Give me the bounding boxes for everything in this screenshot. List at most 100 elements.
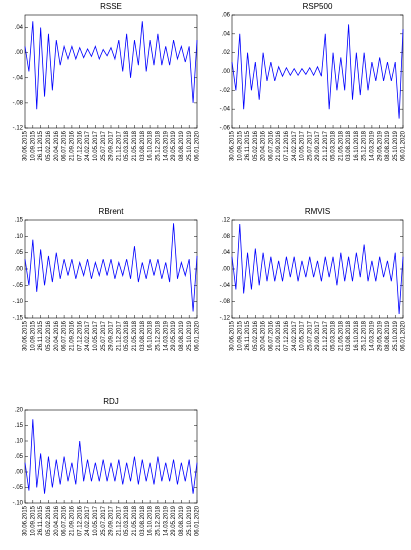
x-tick-label: 06.07.2016 [268,320,274,351]
x-tick-label: 21.09.2016 [276,130,282,161]
x-tick-label: 26.11.2015 [38,320,44,350]
x-tick-label: 06.01.2020 [195,505,201,536]
chart-title: RSSE [100,2,122,11]
x-tick-label: 10.09.2015 [237,130,243,161]
series-line [24,21,198,110]
x-tick-label: 05.02.2016 [46,130,52,161]
x-tick-label: 21.12.2017 [323,320,329,351]
x-tick-label: 29.05.2019 [171,130,177,161]
x-tick-label: 30.06.2015 [230,130,236,161]
x-tick-label: 25.10.2019 [187,320,193,351]
x-tick-label: 14.03.2019 [163,130,169,161]
x-tick-label: 07.12.2016 [77,505,83,536]
x-tick-label: 10.09.2015 [30,320,36,351]
y-tick-label: .00 [222,267,231,273]
x-tick-label: 21.05.2018 [338,130,344,161]
x-tick-label: 06.01.2020 [401,130,407,161]
x-tick-label: 03.08.2018 [140,320,146,351]
x-tick-label: 14.03.2019 [369,320,375,351]
x-tick-label: 08.08.2019 [179,505,185,536]
x-tick-label: 21.09.2016 [69,505,75,536]
series-line [231,224,404,314]
x-tick-label: 10.05.2017 [93,505,99,536]
x-tick-label: 05.03.2018 [331,320,337,351]
y-tick-label: .20 [15,408,24,414]
x-tick-label: 20.04.2016 [261,320,267,351]
y-tick-label: -.06 [220,126,231,132]
y-tick-label: .15 [15,218,24,224]
x-tick-label: 10.05.2017 [300,320,306,351]
y-tick-label: .00 [15,470,24,476]
x-tick-label: 29.05.2019 [377,320,383,351]
x-tick-label: 05.02.2016 [46,320,52,351]
x-tick-label: 29.09.2017 [315,130,321,161]
y-tick-label: -.10 [13,501,24,507]
x-tick-label: 29.09.2017 [109,320,115,351]
x-tick-label: 21.05.2018 [132,505,138,536]
y-tick-label: -.04 [220,283,231,289]
x-tick-label: 25.10.2019 [187,130,193,161]
chart-title: RBrent [99,207,125,216]
x-tick-label: 26.11.2015 [38,505,44,535]
y-tick-label: .10 [15,439,24,445]
y-tick-label: .15 [15,423,24,429]
y-tick-label: -.15 [13,316,24,322]
x-tick-label: 03.08.2018 [346,320,352,351]
x-tick-label: 21.09.2016 [276,320,282,351]
y-tick-label: .00 [222,69,231,75]
x-tick-label: 26.11.2015 [38,130,44,160]
y-tick-label: .08 [222,234,231,240]
x-tick-label: 30.06.2015 [23,320,29,351]
x-tick-label: 25.12.2018 [155,505,161,536]
x-tick-label: 06.01.2020 [195,320,201,351]
x-tick-label: 21.12.2017 [323,130,329,161]
y-tick-label: -.04 [13,75,24,81]
y-tick-label: -.02 [220,88,231,94]
x-tick-label: 25.12.2018 [362,130,368,161]
chart-title: RDJ [103,397,119,406]
x-tick-label: 03.08.2018 [346,130,352,161]
x-tick-label: 30.06.2015 [23,130,29,161]
chart-title: RSP500 [303,2,333,11]
y-tick-label: .12 [222,218,231,224]
x-tick-label: 21.05.2018 [132,320,138,351]
x-tick-label: 16.10.2018 [354,320,360,351]
x-tick-label: 24.02.2017 [85,505,91,536]
x-tick-label: 25.12.2018 [155,320,161,351]
x-tick-label: 29.05.2019 [377,130,383,161]
x-tick-label: 08.08.2019 [179,130,185,161]
x-tick-label: 06.07.2016 [62,130,68,161]
x-tick-label: 10.09.2015 [30,505,36,536]
x-tick-label: 05.03.2018 [124,130,130,161]
y-tick-label: .02 [222,50,231,56]
x-tick-label: 25.07.2017 [101,320,107,351]
x-tick-label: 08.08.2019 [385,320,391,351]
x-tick-label: 21.12.2017 [116,320,122,351]
y-tick-label: -.08 [13,100,24,106]
y-tick-label: .05 [15,454,24,460]
x-tick-label: 25.07.2017 [307,320,313,351]
x-tick-label: 25.12.2018 [155,130,161,161]
x-tick-label: 05.02.2016 [253,320,259,351]
series-line [24,419,198,494]
x-tick-label: 25.10.2019 [187,505,193,536]
x-tick-label: 05.03.2018 [331,130,337,161]
x-tick-label: 25.07.2017 [101,505,107,536]
y-tick-label: .06 [222,13,231,19]
y-tick-label: -.10 [13,299,24,305]
x-tick-label: 21.05.2018 [338,320,344,351]
x-tick-label: 25.07.2017 [101,130,107,161]
x-tick-label: 24.02.2017 [85,130,91,161]
x-tick-label: 25.10.2019 [393,130,399,161]
x-tick-label: 25.10.2019 [393,320,399,351]
x-tick-label: 07.12.2016 [284,320,290,351]
x-tick-label: 29.09.2017 [315,320,321,351]
series-line [24,223,198,312]
x-tick-label: 26.11.2015 [245,320,251,350]
x-tick-label: 05.03.2018 [124,320,130,351]
plot-frame [24,409,198,504]
x-tick-label: 21.12.2017 [116,505,122,536]
x-tick-label: 29.05.2019 [171,320,177,351]
y-tick-label: .10 [15,234,24,240]
